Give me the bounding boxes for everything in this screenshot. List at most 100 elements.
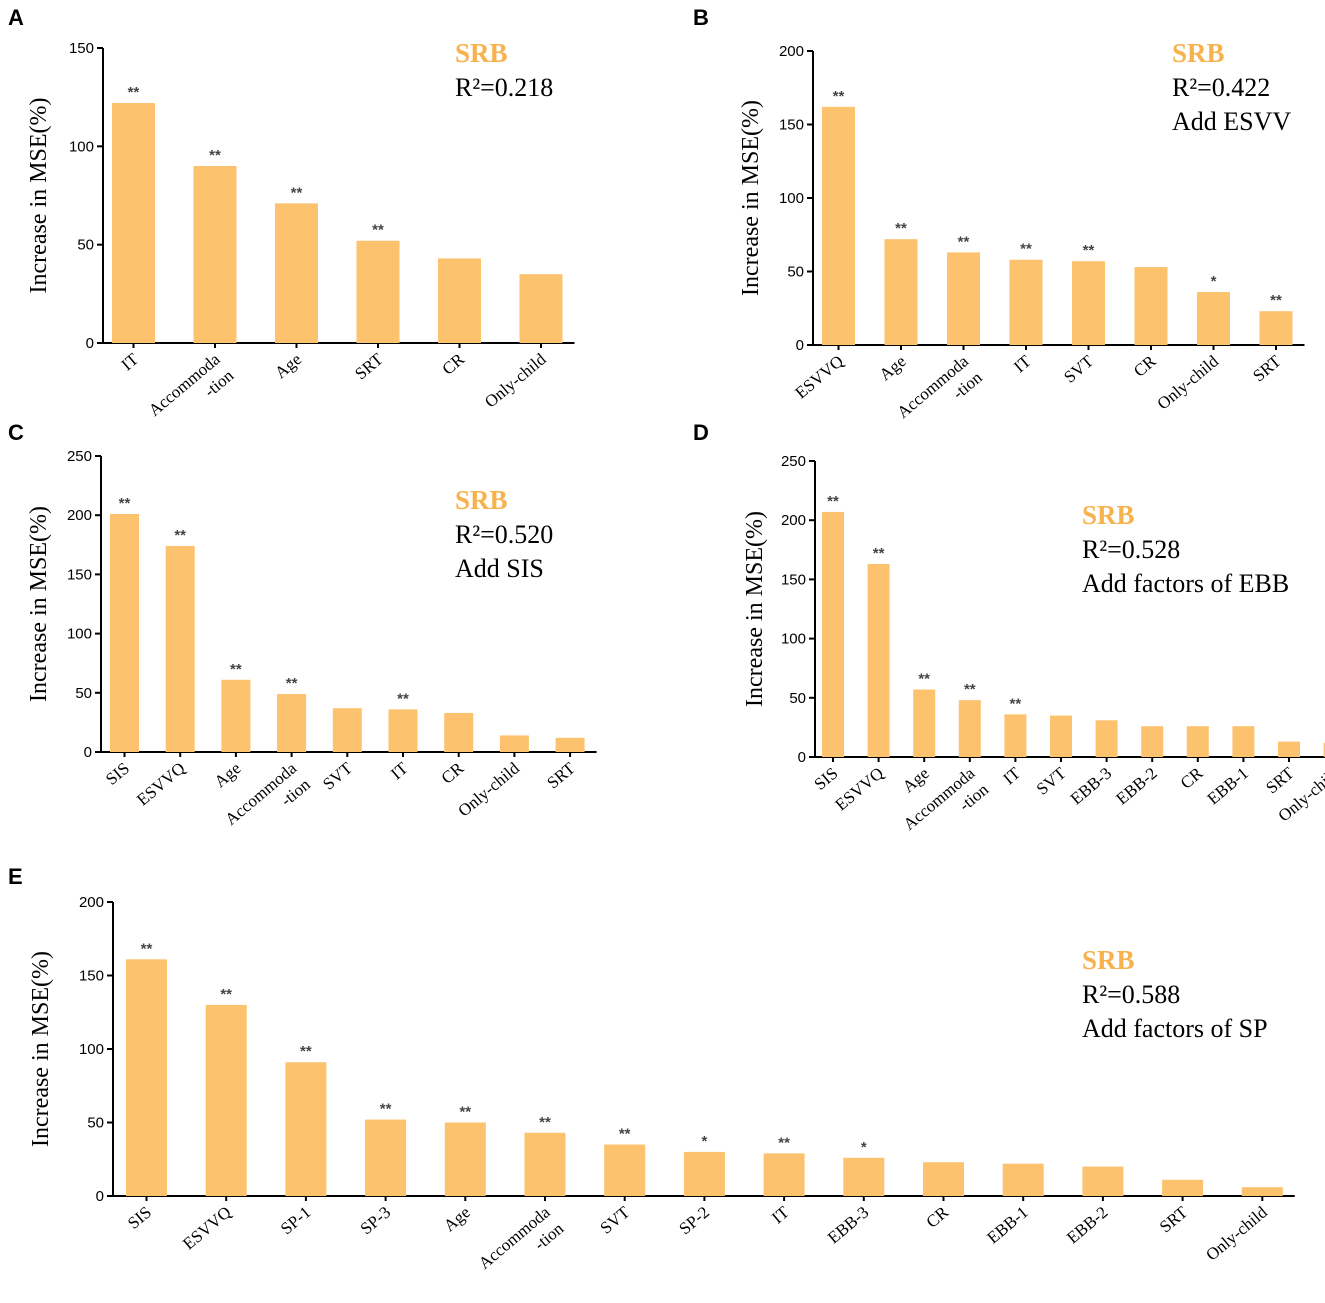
panel-d-category-label: SIS <box>811 764 842 794</box>
panel-b-letter: B <box>693 5 709 30</box>
panel-d-annotation: Add factors of EBB <box>1082 569 1289 598</box>
panel-c-category-label: ESVVQ <box>133 759 189 810</box>
panel-a-y-axis-label: Increase in MSE(%) <box>26 98 52 294</box>
panel-b-bar <box>822 106 855 345</box>
panel-e-category-label: SP-1 <box>277 1203 315 1239</box>
panel-d-y-tick-label: 150 <box>781 571 806 588</box>
panel-d-category-label: SRT <box>1262 763 1298 797</box>
panel-a-letter: A <box>8 5 24 30</box>
panel-b-significance-label: ** <box>833 88 845 105</box>
panel-c-bar <box>165 545 195 752</box>
panel-c-category-label: IT <box>387 758 412 783</box>
panel-a-category-label: Accommoda-tion <box>145 349 238 436</box>
panel-e-significance-label: ** <box>778 1134 790 1151</box>
panel-d-category-label: EBB-2 <box>1112 764 1160 809</box>
panel-b-category-label: CR <box>1130 351 1160 381</box>
panel-e-category-label: SP-3 <box>357 1203 395 1239</box>
panel-c-bar <box>277 693 307 752</box>
panel-a-bar <box>275 203 318 343</box>
panel-e-category-label: EBB-2 <box>1063 1203 1111 1248</box>
panel-e-significance-label: * <box>861 1139 867 1156</box>
panel-d-category-label: Age <box>899 764 933 797</box>
panel-e-significance-label: * <box>701 1133 707 1150</box>
panel-d-letter: D <box>693 420 709 445</box>
panel-b-y-tick-label: 50 <box>787 264 804 281</box>
panel-e-category-label: SRT <box>1156 1202 1192 1236</box>
panel-e-significance-label: ** <box>380 1101 392 1118</box>
panel-e-y-tick-label: 0 <box>96 1188 104 1205</box>
panel-b-bar <box>884 239 918 345</box>
panel-c-title: SRB <box>455 485 508 515</box>
panel-c-bar <box>444 712 474 752</box>
panel-e-letter: E <box>8 864 23 889</box>
panel-d-bar <box>1186 726 1209 757</box>
panel-e-bar <box>444 1122 486 1196</box>
panel-a-category-label: Age <box>271 350 305 383</box>
panel-d-y-tick-label: 100 <box>781 631 806 648</box>
panel-d-significance-label: ** <box>964 681 976 698</box>
panel-d-annotation: R²=0.528 <box>1082 535 1180 564</box>
panel-e-significance-label: ** <box>459 1104 471 1121</box>
panel-d-bar <box>867 564 890 757</box>
panel-e-bar <box>1241 1187 1283 1196</box>
panel-c-significance-label: ** <box>119 495 131 512</box>
panel-d-y-tick-label: 0 <box>798 749 806 766</box>
panel-c-significance-label: ** <box>397 690 409 707</box>
panel-e-category-label: SP-2 <box>675 1203 713 1239</box>
panel-a-annotation: R²=0.218 <box>455 73 553 102</box>
panel-a-significance-label: ** <box>291 184 303 201</box>
panel-a-bar <box>438 258 481 343</box>
panel-c-category-label: CR <box>438 758 468 788</box>
panel-b-y-tick-label: 150 <box>779 117 804 134</box>
panel-b-significance-label: ** <box>1083 242 1095 259</box>
panel-e-y-tick-label: 100 <box>79 1041 104 1058</box>
panel-e-bar <box>923 1162 964 1196</box>
panel-e-category-label: ESVVQ <box>179 1203 235 1254</box>
panel-d-significance-label: ** <box>918 671 930 688</box>
panel-d-category-label: ESVVQ <box>832 764 888 815</box>
panel-e-bar <box>1002 1163 1044 1196</box>
panel-d-category-label: CR <box>1177 763 1207 793</box>
panel-b-bar <box>1134 267 1168 345</box>
panel-c-category-label: SVT <box>319 758 356 794</box>
panel-b-category-label: SRT <box>1249 351 1285 385</box>
panel-e-bar <box>126 959 167 1196</box>
panel-b-title: SRB <box>1172 38 1225 68</box>
panel-a-y-tick-label: 0 <box>86 335 94 352</box>
panel-b-category-label: SVT <box>1060 351 1097 387</box>
panel-d-bar <box>913 689 936 757</box>
panel-c-y-tick-label: 50 <box>75 685 92 702</box>
panel-e-y-tick-label: 200 <box>79 894 104 911</box>
panel-e-significance-label: ** <box>141 940 153 957</box>
panel-c-bar <box>332 708 362 752</box>
panel-e-y-axis-label: Increase in MSE(%) <box>28 951 54 1147</box>
panel-b-category-label: Age <box>876 352 910 385</box>
panel-c-significance-label: ** <box>174 527 186 544</box>
panel-d-bar <box>1232 726 1255 757</box>
panel-a-bar <box>112 103 155 343</box>
panel-d-bar <box>1095 720 1118 757</box>
panel-b-bar <box>947 252 980 345</box>
panel-b-y-axis-label: Increase in MSE(%) <box>738 100 764 296</box>
panel-d-bar <box>1141 726 1164 757</box>
panel-d-bar <box>822 511 844 757</box>
panel-d-y-tick-label: 200 <box>781 512 806 529</box>
panel-d-significance-label: ** <box>873 545 885 562</box>
panel-d-title: SRB <box>1082 500 1135 530</box>
panel-e-bar <box>1162 1179 1204 1196</box>
panel-b-significance-label: ** <box>958 233 970 250</box>
panel-e-category-label: SVT <box>596 1202 633 1238</box>
panel-d-y-axis-label: Increase in MSE(%) <box>742 511 768 707</box>
panel-e-significance-label: ** <box>220 986 232 1003</box>
panel-e-bar <box>683 1151 725 1196</box>
panel-b-y-tick-label: 0 <box>796 337 804 354</box>
panel-a-category-label: CR <box>438 349 468 379</box>
panel-d-category-label: EBB-3 <box>1067 764 1115 809</box>
panel-a-title: SRB <box>455 38 508 68</box>
panel-c-category-label: Age <box>211 759 245 792</box>
panel-d-bar <box>1278 741 1300 757</box>
panel-c-y-tick-label: 200 <box>67 507 92 524</box>
panel-e-bar <box>524 1132 566 1196</box>
panel-e-category-label: EBB-1 <box>983 1203 1031 1248</box>
panel-c-y-tick-label: 0 <box>84 744 92 761</box>
